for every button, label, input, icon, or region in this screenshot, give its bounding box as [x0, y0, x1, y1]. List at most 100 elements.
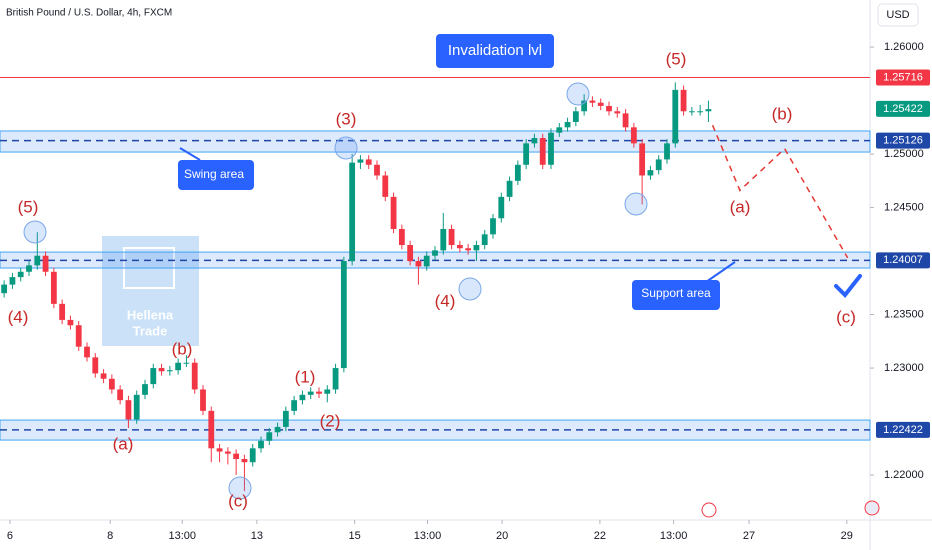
candle-body [456, 245, 463, 249]
callout-box [178, 160, 254, 190]
candle-body [705, 109, 712, 112]
wave-label: (c) [836, 307, 856, 326]
x-tick-label: 13:00 [414, 530, 442, 542]
candle-body [423, 255, 430, 267]
x-tick-label: 6 [7, 530, 13, 542]
candle-body [374, 164, 380, 176]
highlight-circle [566, 82, 590, 106]
y-tick-label: 1.23000 [884, 362, 924, 374]
y-tick-label: 1.24500 [884, 201, 924, 213]
candle-body [92, 357, 99, 374]
candle-body [506, 180, 513, 197]
candle-body [117, 389, 124, 401]
candle-body [158, 368, 165, 372]
wave-label: (3) [336, 109, 357, 128]
callout-text: Support area [641, 286, 711, 300]
currency-button[interactable] [877, 3, 919, 27]
candle-body [349, 162, 356, 262]
x-tick-label: 20 [496, 530, 508, 542]
price-badge [876, 132, 930, 149]
candle-body [523, 143, 530, 165]
candle-body [84, 346, 90, 358]
candle-body [108, 378, 115, 390]
wave-label: (5) [666, 49, 687, 68]
candle-body [1, 284, 8, 294]
candle-body [249, 448, 256, 463]
candle-body [307, 391, 314, 395]
candle-body [398, 228, 405, 246]
price-badge-label: 1.22422 [883, 424, 923, 436]
logo-text: Hellena [127, 307, 174, 322]
price-badge-label: 1.24007 [883, 254, 923, 266]
candle-body [614, 111, 621, 114]
candle-body [514, 164, 521, 181]
candle-body [34, 255, 41, 266]
wave-label: (4) [435, 291, 456, 310]
candle-body [133, 394, 140, 420]
candle-body [50, 271, 57, 304]
flash-icon [701, 502, 717, 518]
highlight-circle [624, 192, 648, 216]
candle-body [473, 245, 480, 251]
candle-body [274, 426, 281, 433]
x-tick-label: 29 [841, 530, 853, 542]
flag-icon [864, 500, 880, 516]
candle-body [150, 368, 157, 385]
callout-pointer [179, 147, 201, 161]
logo-text: Trade [133, 323, 168, 338]
candle-body [175, 362, 182, 371]
candle-body [664, 143, 670, 160]
candle-body [415, 261, 422, 267]
candle-body [324, 389, 331, 394]
callout-box [436, 34, 554, 68]
zone [0, 130, 871, 153]
wave-label: (4) [8, 307, 29, 326]
candle-body [655, 159, 662, 171]
candle-body [382, 175, 389, 197]
wave-label: (5) [18, 197, 39, 216]
callout-text: Swing area [184, 167, 244, 181]
candle-body [639, 143, 646, 176]
candle-body [548, 132, 554, 165]
candle-body [26, 265, 32, 272]
y-tick-label: 1.22000 [884, 469, 924, 481]
candle-body [233, 453, 240, 460]
highlight-circle [23, 220, 47, 244]
candle-body [299, 394, 306, 401]
candle-body [432, 250, 438, 256]
candle-body [316, 391, 322, 394]
candle-body [125, 400, 132, 420]
candle-body [556, 127, 563, 133]
candle-body [630, 127, 637, 144]
candle-body [647, 170, 654, 176]
callout-text: Invalidation lvl [448, 42, 542, 59]
candle-body [597, 102, 604, 106]
x-tick-label: 22 [594, 530, 606, 542]
candle-body [59, 303, 66, 320]
x-tick-label: 15 [349, 530, 361, 542]
candle-body [531, 138, 538, 144]
candle-body [17, 271, 24, 278]
candle-body [9, 277, 16, 285]
candle-body [448, 228, 455, 246]
candle-body [606, 105, 612, 112]
candle-body [680, 89, 687, 112]
highlight-circle [458, 277, 482, 301]
x-tick-label: 13:00 [169, 530, 197, 542]
candle-body [581, 100, 588, 112]
candle-body [183, 362, 190, 364]
candle-body [208, 410, 215, 449]
candle-body [589, 100, 596, 103]
candle-body [622, 113, 629, 128]
price-badge [876, 252, 930, 269]
candle-body [465, 248, 472, 251]
candle-body [697, 111, 704, 113]
candle-body [365, 159, 372, 165]
projection-path [711, 124, 849, 259]
candle-body [216, 448, 223, 452]
callout-box [632, 280, 720, 310]
candle-body [490, 218, 496, 235]
check-mark [834, 274, 862, 299]
candle-body [67, 319, 74, 326]
